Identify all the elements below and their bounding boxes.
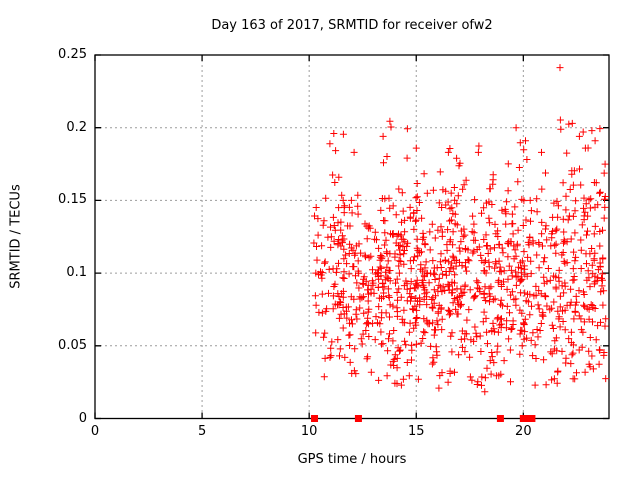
x-tick-label: 20	[515, 424, 532, 439]
data-points	[310, 64, 610, 396]
tick-marks	[94, 54, 609, 420]
x-tick-label: 0	[90, 424, 100, 439]
y-tick-label: 0	[78, 410, 87, 426]
y-tick-label: 0.2	[66, 119, 87, 135]
x-tick-label: 5	[197, 424, 207, 439]
y-tick-label: 0.25	[58, 47, 87, 62]
x-axis-title: GPS time / hours	[297, 452, 407, 467]
chart-title: Day 163 of 2017, SRMTID for receiver ofw…	[211, 18, 493, 33]
y-tick-label: 0.05	[58, 337, 87, 353]
baseline-square-marker	[354, 415, 362, 422]
baseline-square-marker	[524, 415, 532, 422]
x-tick-label: 15	[407, 424, 425, 439]
baseline-square-marker	[311, 415, 319, 422]
y-tick-label: 0.15	[58, 192, 87, 208]
baseline-square-marker	[496, 415, 504, 422]
baseline-square-marker	[519, 415, 527, 422]
plot-border	[94, 54, 610, 420]
y-tick-label: 0.1	[66, 265, 87, 281]
baseline-square-marker	[528, 415, 536, 422]
x-tick-label: 10	[300, 424, 318, 439]
